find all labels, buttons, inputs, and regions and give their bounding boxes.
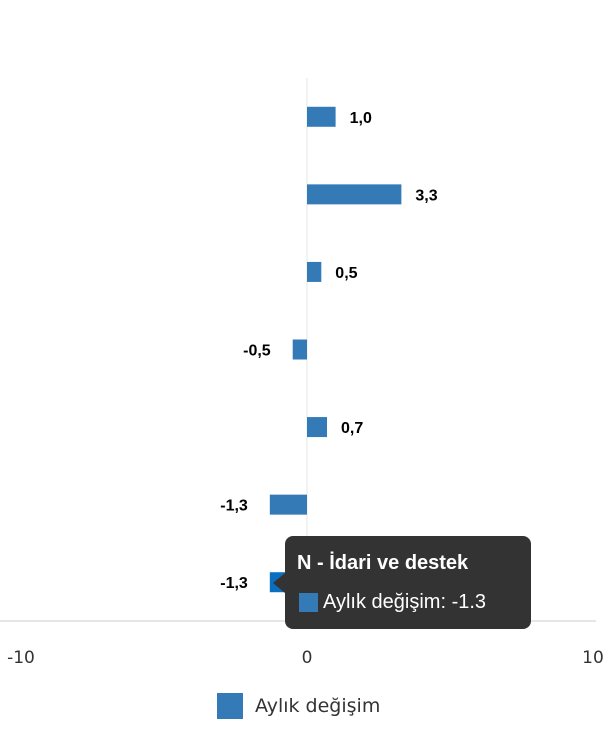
tooltip-swatch-icon [299, 593, 318, 612]
tooltip-arrow [273, 573, 285, 593]
bar[interactable] [307, 417, 328, 438]
tooltip-row: Aylık değişim: -1.3 [299, 591, 486, 614]
data-label: 0,7 [341, 420, 363, 437]
data-label: 1,0 [350, 110, 372, 127]
x-tick-label: -10 [7, 648, 35, 668]
bar[interactable] [307, 184, 402, 205]
legend-swatch-icon [217, 693, 243, 719]
bar[interactable] [292, 339, 307, 360]
data-label: -1,3 [220, 498, 248, 515]
bar[interactable] [307, 261, 322, 282]
tooltip-title: N - İdari ve destek [297, 552, 469, 574]
data-label: -0,5 [243, 343, 271, 360]
tooltip-text: Aylık değişim: -1.3 [323, 591, 487, 613]
bar[interactable] [307, 106, 336, 127]
x-tick-label: 10 [582, 648, 604, 668]
data-label: -1,3 [220, 575, 248, 592]
data-label: 3,3 [415, 187, 437, 204]
tooltip: N - İdari ve destek Aylık değişim: -1.3 [273, 536, 531, 629]
data-label: 0,5 [335, 265, 357, 282]
legend-label: Aylık değişim [255, 695, 381, 717]
bar[interactable] [269, 494, 307, 515]
legend-item[interactable]: Aylık değişim [217, 693, 380, 719]
x-tick-label: 0 [302, 648, 313, 668]
